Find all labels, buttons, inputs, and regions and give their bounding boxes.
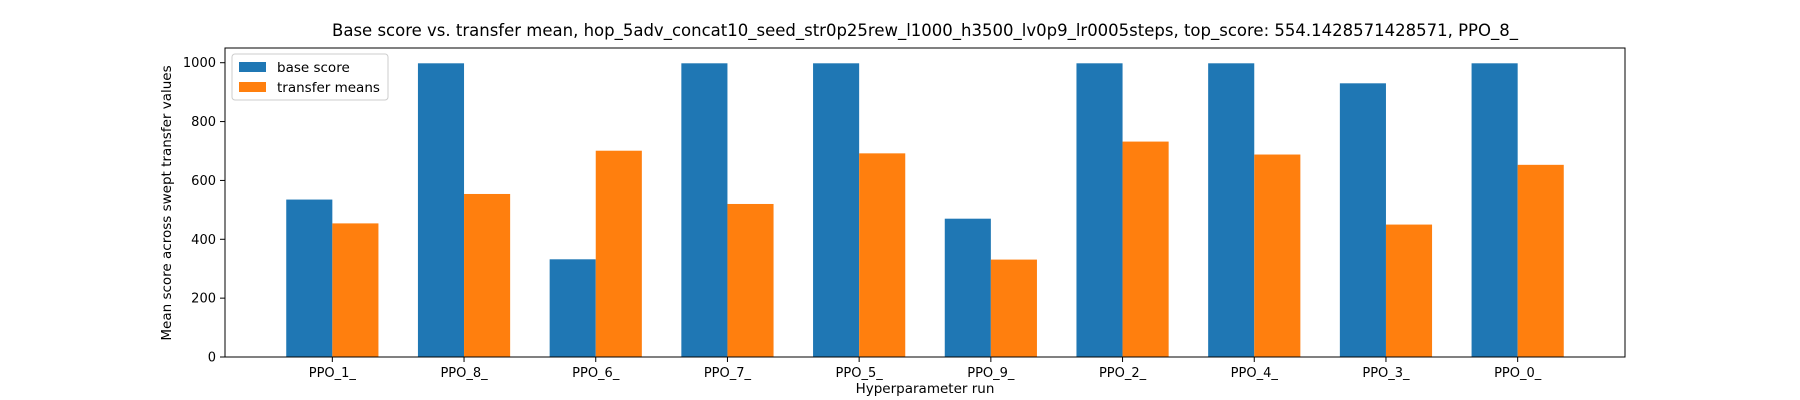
y-tick-label: 400 (191, 233, 216, 248)
x-tick-label: PPO_7_ (704, 366, 752, 381)
x-tick-label: PPO_2_ (1099, 366, 1147, 381)
legend-label: base score (277, 60, 350, 76)
bar (1254, 154, 1301, 357)
x-tick-label: PPO_4_ (1231, 366, 1279, 381)
bar (286, 199, 333, 357)
x-tick-label: PPO_1_ (309, 366, 357, 381)
y-tick-label: 1000 (183, 56, 216, 71)
legend-label: transfer means (277, 80, 380, 96)
y-tick-label: 600 (191, 174, 216, 189)
bar (1471, 63, 1518, 358)
bar (813, 63, 860, 358)
bar (595, 150, 642, 357)
series-transfer-means (332, 141, 1564, 357)
plot-area: 0 200 400 600 800 1000 PPO_1_ PPO_8_ PPO_6_ PPO_7… (183, 47, 1626, 381)
bar (859, 153, 906, 357)
bar (1208, 63, 1255, 358)
bar (1339, 83, 1386, 357)
y-tick-label: 0 (208, 351, 216, 366)
bar (1122, 141, 1169, 357)
x-tick-label: PPO_0_ (1494, 366, 1542, 381)
bar (332, 223, 379, 357)
bar (727, 203, 774, 357)
axes-frame (224, 47, 1626, 358)
y-axis-label: Mean score across swept transfer values (159, 65, 175, 340)
legend: base score transfer means (231, 53, 389, 101)
x-tick-label: PPO_5_ (836, 366, 884, 381)
bar (681, 63, 728, 358)
legend-swatch (239, 82, 266, 92)
x-tick-label: PPO_8_ (440, 366, 488, 381)
x-tick-label: PPO_6_ (572, 366, 620, 381)
y-tick-label: 200 (191, 292, 216, 307)
series-base-score (286, 63, 1518, 358)
bar (1517, 164, 1564, 357)
y-tick-label: 800 (191, 115, 216, 130)
legend-box (231, 53, 389, 101)
chart-title: Base score vs. transfer mean, hop_5adv_c… (332, 21, 1519, 41)
bar (944, 218, 991, 357)
x-axis-label: Hyperparameter run (856, 381, 995, 397)
x-tick-label: PPO_3_ (1362, 366, 1410, 381)
bar (464, 193, 511, 357)
bar (1076, 63, 1123, 358)
bar (990, 259, 1037, 357)
bar (417, 63, 465, 358)
x-tick-label: PPO_9_ (967, 366, 1015, 381)
legend-swatch (239, 62, 266, 72)
bar (549, 259, 596, 357)
bar (1385, 224, 1433, 357)
